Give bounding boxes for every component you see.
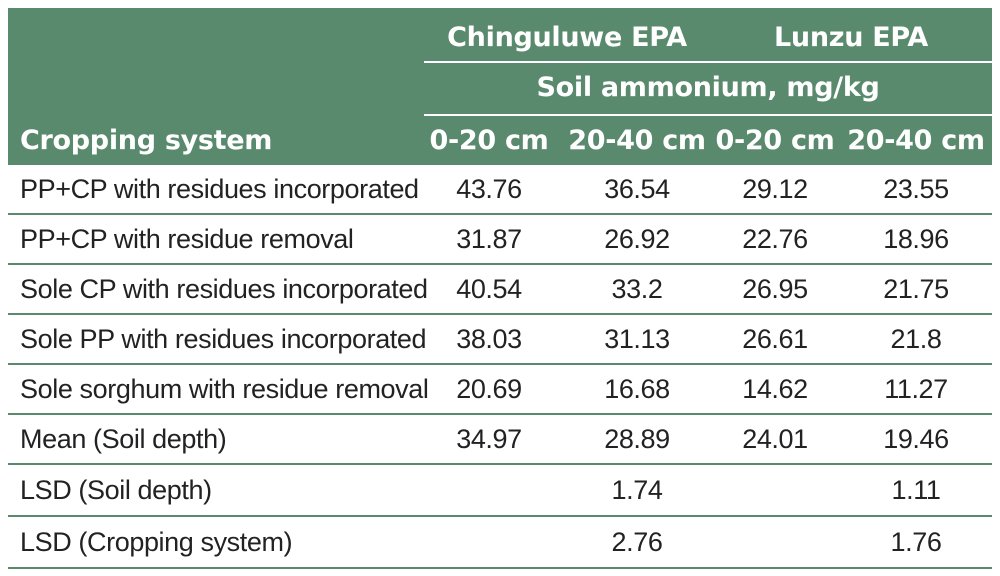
value-cell: 2.76 <box>611 526 663 557</box>
table-row: LSD (Cropping system) 2.76 1.76 <box>8 517 992 569</box>
lsd-label-cell: LSD (Cropping system) <box>20 526 293 557</box>
value-cell <box>424 465 554 515</box>
value-cell: 20.69 <box>456 373 522 404</box>
value-cell: 26.95 <box>742 273 808 304</box>
column-group-chinguluwe: Chinguluwe EPA <box>447 22 687 53</box>
value-cell: 21.8 <box>890 323 942 354</box>
header-divider <box>424 114 992 116</box>
value-cell: 24.01 <box>742 423 808 454</box>
value-cell: 34.97 <box>456 423 522 454</box>
value-cell: 36.54 <box>604 173 670 204</box>
column-header-cropping-system: Cropping system <box>20 125 273 156</box>
unit-label: Soil ammonium, mg/kg <box>536 72 880 103</box>
mean-label-cell: Mean (Soil depth) <box>20 423 227 454</box>
value-cell: 22.76 <box>742 223 808 254</box>
table-row: Sole CP with residues incorporated 40.54… <box>8 265 992 315</box>
value-cell <box>424 517 554 567</box>
table-row: Mean (Soil depth) 34.97 28.89 24.01 19.4… <box>8 415 992 465</box>
value-cell: 40.54 <box>456 273 522 304</box>
header-divider <box>424 61 992 63</box>
value-cell: 26.61 <box>742 323 808 354</box>
value-cell: 26.92 <box>604 223 670 254</box>
value-cell: 23.55 <box>883 173 949 204</box>
lsd-label-cell: LSD (Soil depth) <box>20 474 212 505</box>
value-cell: 21.75 <box>883 273 949 304</box>
value-cell: 38.03 <box>456 323 522 354</box>
column-header-depth: 20-40 cm <box>847 125 985 156</box>
value-cell: 14.62 <box>742 373 808 404</box>
column-header-depth: 0-20 cm <box>429 125 549 156</box>
cropping-system-cell: Sole PP with residues incorporated <box>20 323 427 354</box>
value-cell: 1.74 <box>611 474 663 505</box>
value-cell: 31.13 <box>604 323 670 354</box>
value-cell: 18.96 <box>883 223 949 254</box>
value-cell: 19.46 <box>883 423 949 454</box>
value-cell <box>710 465 840 515</box>
cropping-system-cell: Sole CP with residues incorporated <box>20 273 428 304</box>
cropping-system-cell: PP+CP with residue removal <box>20 223 354 254</box>
value-cell: 1.76 <box>890 526 942 557</box>
value-cell: 43.76 <box>456 173 522 204</box>
table-header: Chinguluwe EPA Lunzu EPA Soil ammonium, … <box>8 8 992 165</box>
value-cell: 11.27 <box>884 373 948 404</box>
soil-ammonium-table: Chinguluwe EPA Lunzu EPA Soil ammonium, … <box>8 8 992 569</box>
table-row: PP+CP with residues incorporated 43.76 3… <box>8 165 992 215</box>
value-cell: 33.2 <box>611 273 663 304</box>
column-header-depth: 20-40 cm <box>568 125 706 156</box>
value-cell: 31.87 <box>456 223 522 254</box>
column-group-lunzu: Lunzu EPA <box>774 22 928 53</box>
value-cell: 29.12 <box>742 173 808 204</box>
value-cell: 16.68 <box>604 373 670 404</box>
value-cell: 1.11 <box>891 474 941 505</box>
table-row: PP+CP with residue removal 31.87 26.92 2… <box>8 215 992 265</box>
cropping-system-cell: Sole sorghum with residue removal <box>20 373 429 404</box>
cropping-system-cell: PP+CP with residues incorporated <box>20 173 419 204</box>
table-row: Sole PP with residues incorporated 38.03… <box>8 315 992 365</box>
table-row: Sole sorghum with residue removal 20.69 … <box>8 365 992 415</box>
value-cell <box>710 517 840 567</box>
column-header-depth: 0-20 cm <box>715 125 835 156</box>
table-row: LSD (Soil depth) 1.74 1.11 <box>8 465 992 517</box>
value-cell: 28.89 <box>604 423 670 454</box>
